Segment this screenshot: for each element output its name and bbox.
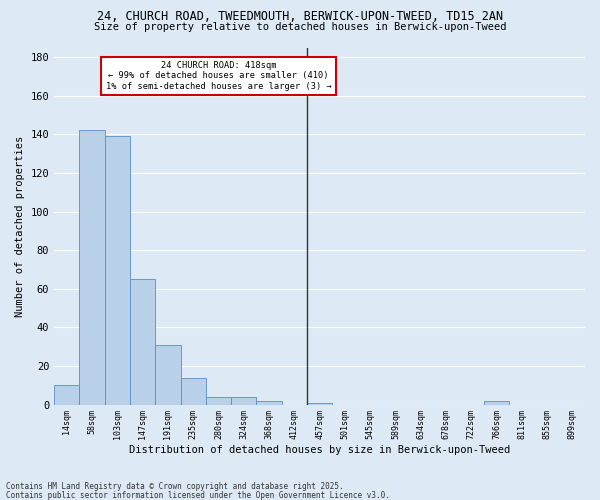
Bar bbox=[231, 397, 256, 404]
Text: Contains public sector information licensed under the Open Government Licence v3: Contains public sector information licen… bbox=[6, 490, 390, 500]
Bar bbox=[484, 400, 509, 404]
Bar bbox=[181, 378, 206, 404]
Bar bbox=[256, 400, 281, 404]
Bar bbox=[79, 130, 105, 404]
Bar bbox=[155, 344, 181, 405]
Bar bbox=[130, 279, 155, 404]
Bar bbox=[105, 136, 130, 404]
Text: 24, CHURCH ROAD, TWEEDMOUTH, BERWICK-UPON-TWEED, TD15 2AN: 24, CHURCH ROAD, TWEEDMOUTH, BERWICK-UPO… bbox=[97, 10, 503, 23]
Text: Size of property relative to detached houses in Berwick-upon-Tweed: Size of property relative to detached ho… bbox=[94, 22, 506, 32]
X-axis label: Distribution of detached houses by size in Berwick-upon-Tweed: Distribution of detached houses by size … bbox=[129, 445, 510, 455]
Bar bbox=[54, 386, 79, 404]
Bar bbox=[307, 402, 332, 404]
Y-axis label: Number of detached properties: Number of detached properties bbox=[15, 136, 25, 316]
Text: 24 CHURCH ROAD: 418sqm
← 99% of detached houses are smaller (410)
1% of semi-det: 24 CHURCH ROAD: 418sqm ← 99% of detached… bbox=[106, 61, 331, 91]
Text: Contains HM Land Registry data © Crown copyright and database right 2025.: Contains HM Land Registry data © Crown c… bbox=[6, 482, 344, 491]
Bar bbox=[206, 397, 231, 404]
